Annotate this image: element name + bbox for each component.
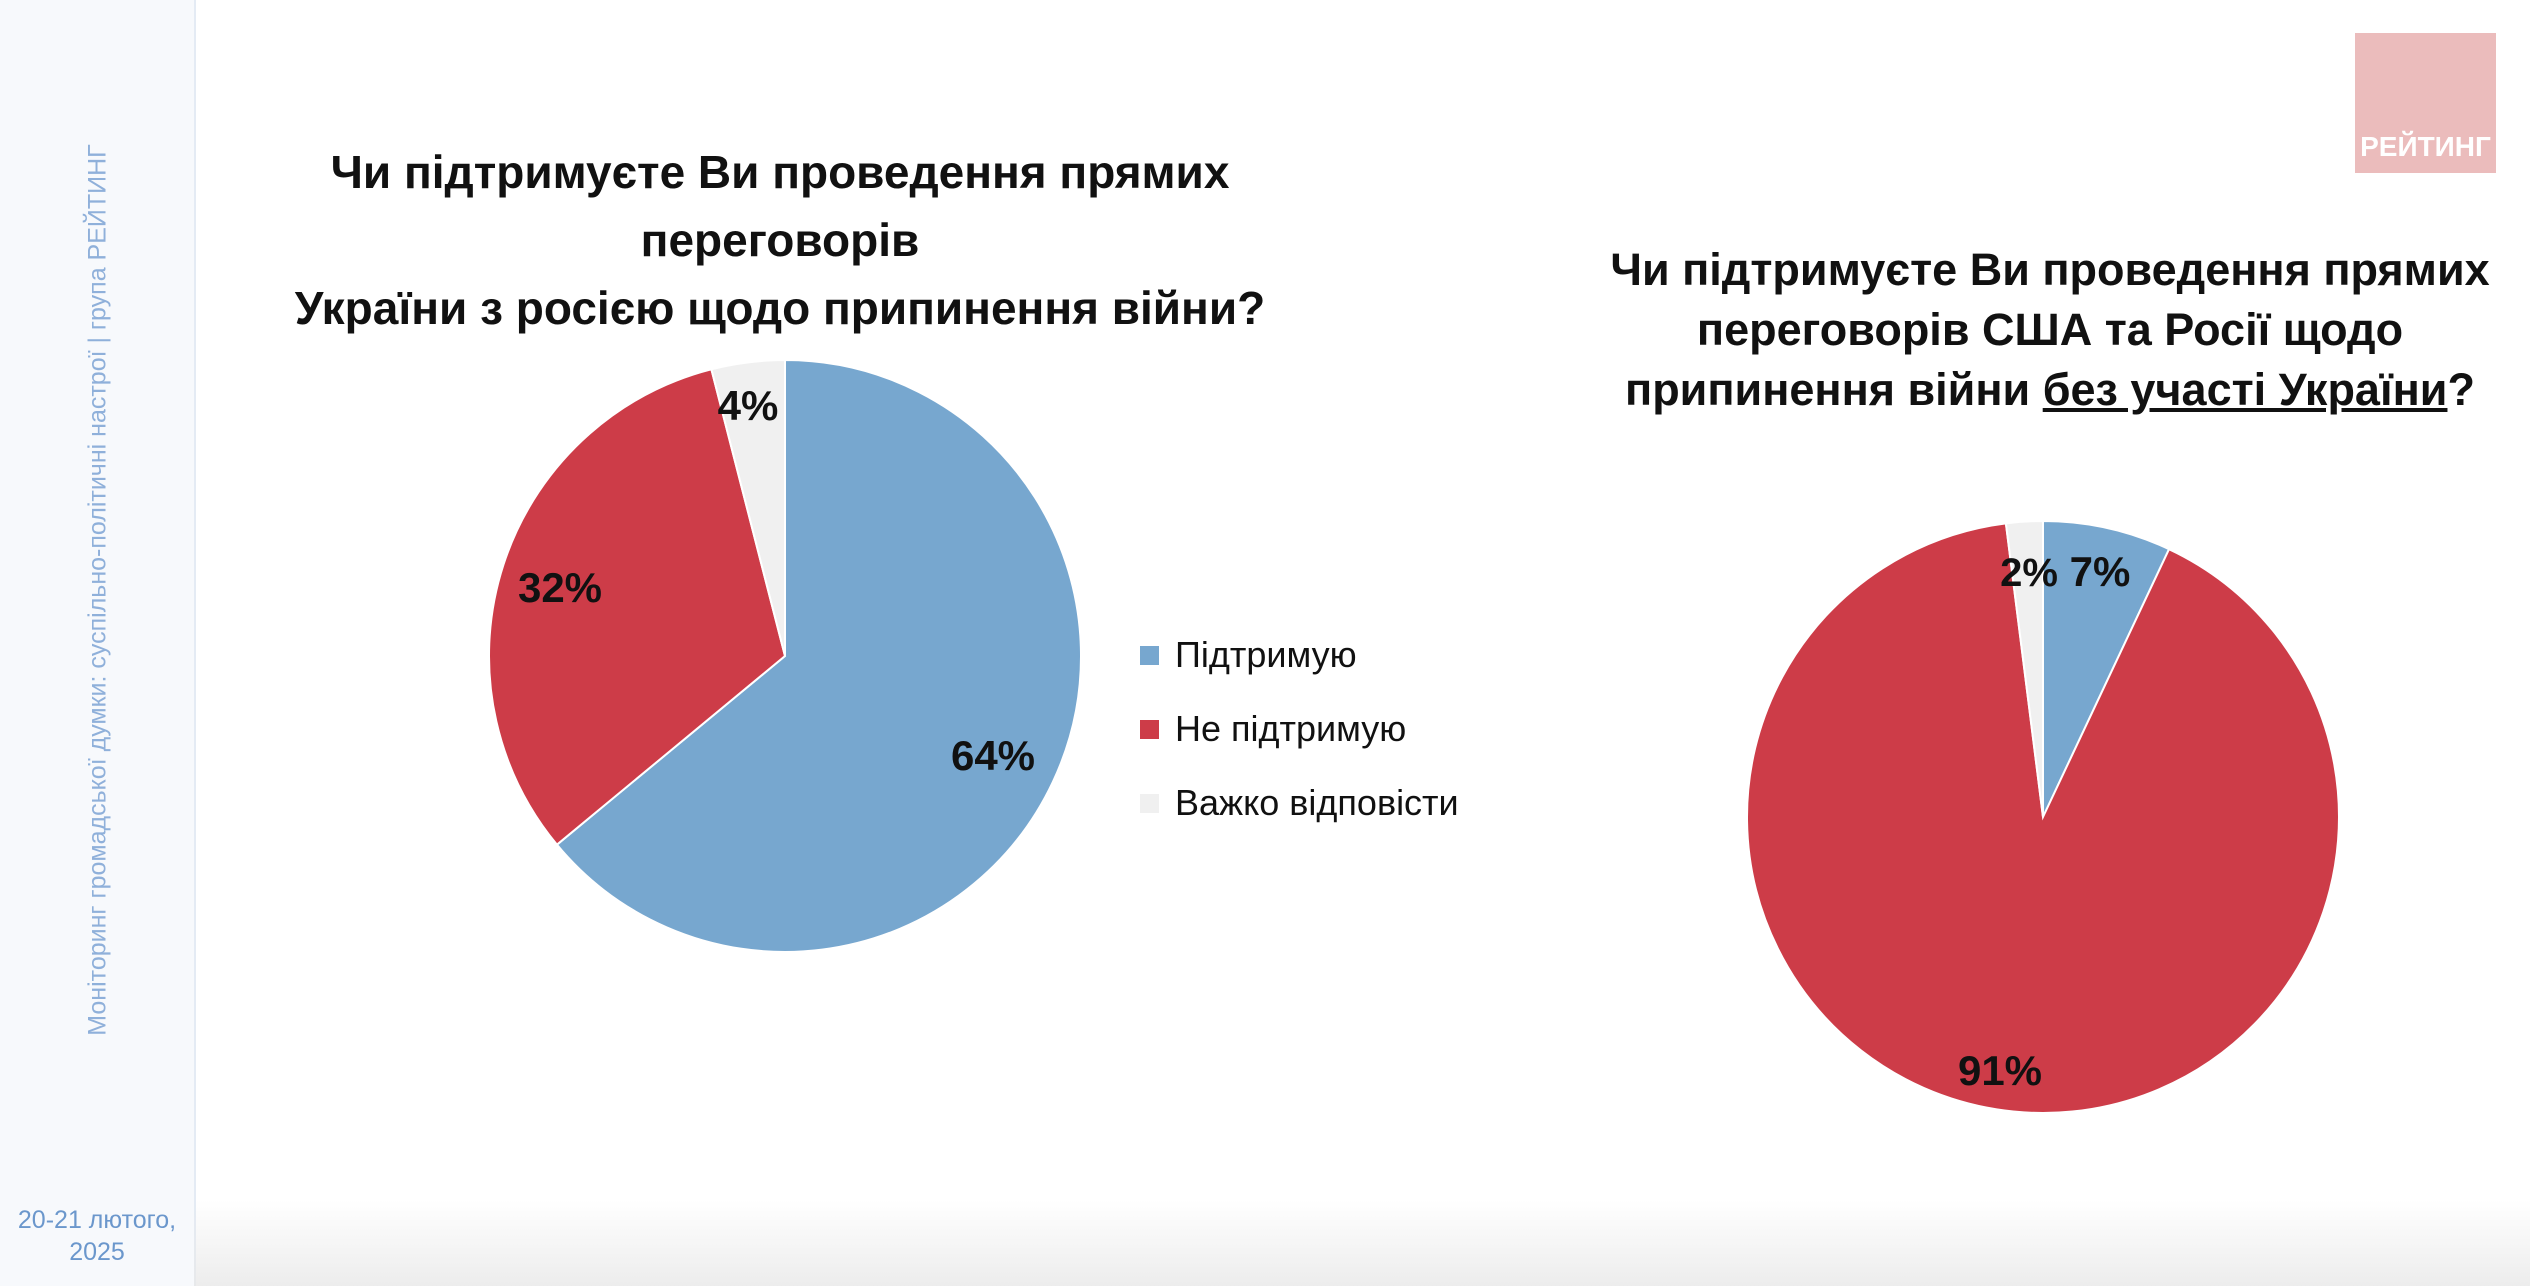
right-title-line1: Чи підтримуєте Ви проведення прямих [1610, 244, 2490, 295]
bottom-shadow [194, 1200, 2530, 1286]
left-pie-slice-oppose [488, 368, 787, 847]
survey-date-line1: 20-21 лютого, [17, 1206, 177, 1234]
right-pie-label-oppose: 91% [1958, 1047, 2042, 1094]
left-pie-slice-hard-to-say [710, 358, 786, 657]
legend-label-support: Підтримую [1175, 634, 1357, 675]
survey-date-line2: 2025 [69, 1238, 125, 1266]
legend-item-support: Підтримую [1140, 618, 1459, 692]
legend-swatch-support [1140, 645, 1159, 665]
left-pie-label-support: 64% [951, 732, 1035, 779]
right-pie-label-hard-to-say: 2% [2000, 551, 2058, 595]
right-title-line3: припинення війни без участі України? [1590, 360, 2510, 420]
legend-label-hard-to-say: Важко відповісти [1175, 782, 1459, 823]
legend-swatch-hard-to-say [1140, 793, 1159, 813]
left-pie-slice-support [555, 358, 1082, 953]
left-title-line1: Чи підтримуєте Ви проведення прямих пере… [330, 146, 1230, 266]
left-title-line2: України з росією щодо припинення війни? [294, 282, 1266, 334]
right-title-line3-end: ? [2447, 364, 2475, 415]
right-chart-title: Чи підтримуєте Ви проведення прямих пере… [1590, 240, 2510, 420]
legend-item-hard-to-say: Важко відповісти [1140, 766, 1459, 840]
sidebar: Моніторинг громадської думки: суспільно-… [0, 0, 196, 1286]
right-title-underlined: без участі України [2042, 364, 2448, 415]
right-title-line3-start: припинення війни [1625, 364, 2043, 415]
right-title-line2: переговорів США та Росії щодо [1696, 304, 2404, 355]
right-pie-slice-support [2042, 519, 2171, 818]
right-pie-label-support: 7% [2070, 548, 2131, 595]
legend-item-oppose: Не підтримую [1140, 692, 1459, 766]
survey-date: 20-21 лютого, 2025 [0, 1204, 194, 1268]
legend-label-oppose: Не підтримую [1175, 708, 1407, 749]
left-chart-title: Чи підтримуєте Ви проведення прямих пере… [200, 138, 1360, 342]
legend: Підтримую Не підтримую Важко відповісти [1140, 618, 1459, 840]
left-pie-label-hard-to-say: 4% [718, 382, 779, 429]
right-pie-slice-oppose [1746, 522, 2340, 1114]
rating-logo-text: РЕЙТИНГ [2360, 131, 2491, 162]
rating-logo: РЕЙТИНГ [2355, 33, 2496, 173]
left-pie-label-oppose: 32% [518, 564, 602, 611]
legend-swatch-oppose [1140, 719, 1159, 739]
right-pie-slice-hard-to-say [2004, 519, 2044, 818]
